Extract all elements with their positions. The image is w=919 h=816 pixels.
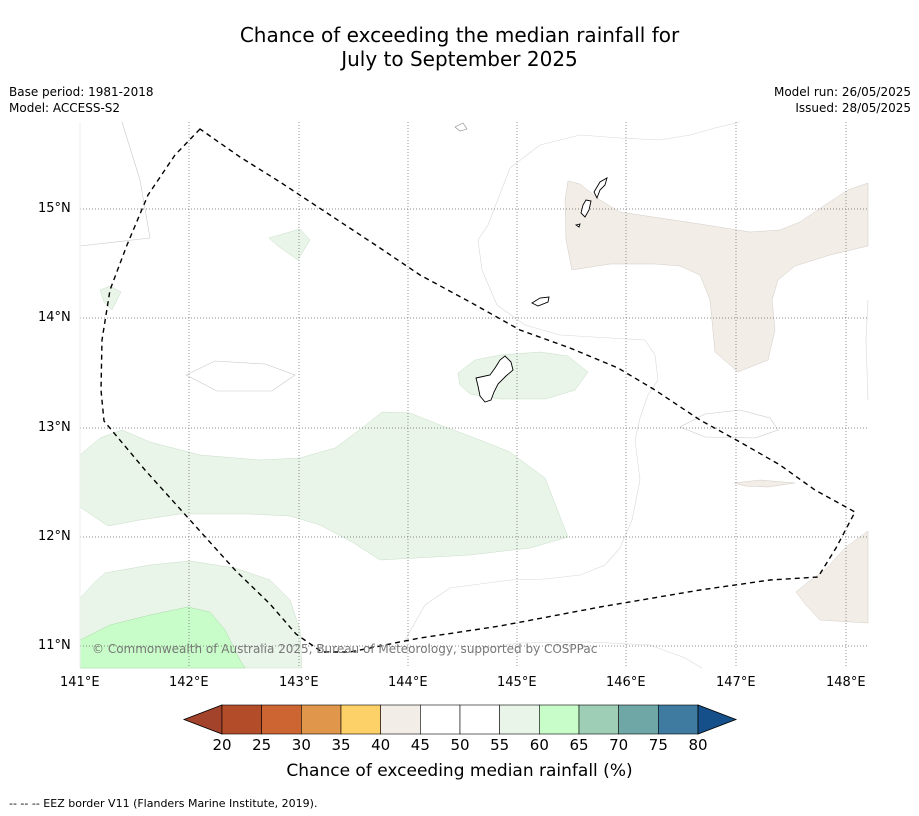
- copyright-text: © Commonwealth of Australia 2025, Bureau…: [92, 642, 597, 656]
- contour-outline-east: [679, 409, 779, 439]
- gridlines: [80, 122, 868, 668]
- guam-island: [475, 355, 514, 403]
- lon-label-145e: 145°E: [497, 675, 537, 690]
- colorbar-segment: [221, 704, 262, 735]
- colorbar-segment: [420, 704, 461, 735]
- colorbar-segment: [380, 704, 421, 735]
- contour-region-55-60-west-tiny: [99, 285, 122, 311]
- contour-outline-west: [185, 360, 296, 392]
- tinian-island: [580, 199, 592, 218]
- lon-label-142e: 142°E: [169, 675, 209, 690]
- aguijan-island: [574, 223, 581, 228]
- contour-outline-east-edge: [865, 299, 869, 401]
- colorbar-tick-label: 50: [450, 736, 470, 754]
- rota-island: [531, 296, 550, 307]
- metadata-left: Base period: 1981-2018 Model: ACCESS-S2: [9, 84, 154, 116]
- colorbar-segment: [539, 704, 580, 735]
- colorbar-segment: [340, 704, 381, 735]
- contour-outline-top-speck: [454, 122, 468, 132]
- colorbar-tick-label: 25: [252, 736, 272, 754]
- islands: [475, 177, 608, 403]
- colorbar-segment: [618, 704, 659, 735]
- colorbar-segment: [261, 704, 302, 735]
- colorbar-tick-label: 40: [371, 736, 391, 754]
- colorbar-segment: [658, 704, 699, 735]
- colorbar-tick-label: 80: [688, 736, 708, 754]
- colorbar-tick-label: 45: [410, 736, 430, 754]
- contour-region-60-65-south-west: [79, 606, 246, 669]
- colorbar-tick-label: 20: [212, 736, 232, 754]
- contour-region-55-60-central: [79, 411, 569, 561]
- map-title-line-2: July to September 2025: [341, 47, 578, 71]
- eez-border: [100, 128, 856, 653]
- colorbar-tick-label: 75: [648, 736, 668, 754]
- eez-legend-footnote: -- -- -- EEZ border V11 (Flanders Marine…: [9, 797, 318, 810]
- lon-label-148e: 148°E: [826, 675, 866, 690]
- contour-outline-south: [469, 641, 703, 669]
- lat-label-11n: 11°N: [38, 638, 71, 653]
- colorbar-tick-label: 30: [291, 736, 311, 754]
- contour-region-55-60-guam: [457, 351, 589, 400]
- issued-text: Issued: 28/05/2025: [795, 101, 911, 115]
- lon-label-146e: 146°E: [606, 675, 646, 690]
- lon-label-141e: 141°E: [60, 675, 100, 690]
- model-run-text: Model run: 26/05/2025: [773, 85, 911, 99]
- colorbar-tick-label: 35: [331, 736, 351, 754]
- map-title-line-1: Chance of exceeding the median rainfall …: [239, 23, 680, 47]
- lat-label-14n: 14°N: [38, 310, 71, 325]
- lat-label-15n: 15°N: [38, 201, 71, 216]
- metadata-right: Model run: 26/05/2025 Issued: 28/05/2025: [774, 84, 911, 116]
- lon-label-144e: 144°E: [388, 675, 428, 690]
- colorbar-tick-label: 65: [569, 736, 589, 754]
- colorbar-segment: [459, 704, 500, 735]
- saipan-island: [593, 177, 608, 200]
- lon-label-143e: 143°E: [279, 675, 319, 690]
- contour-region-40-45-small: [733, 479, 796, 488]
- colorbar-tick-label: 55: [490, 736, 510, 754]
- contour-region-40-45-north-east: [564, 180, 869, 373]
- contour-outline-central: [404, 121, 741, 641]
- colorbar-title: Chance of exceeding median rainfall (%): [286, 761, 633, 781]
- colorbar-extend-high: [697, 704, 738, 735]
- colorbar-tick-label: 70: [609, 736, 629, 754]
- model-text: Model: ACCESS-S2: [9, 101, 121, 115]
- lat-label-12n: 12°N: [38, 529, 71, 544]
- colorbar-tick-label: 60: [529, 736, 549, 754]
- contour-outline-north-west: [79, 121, 151, 247]
- contour-fills: [79, 121, 869, 669]
- colorbar-segment: [578, 704, 619, 735]
- contour-region-40-45-south-east: [795, 530, 869, 624]
- colorbar-extend-low: [182, 704, 223, 735]
- lat-label-13n: 13°N: [38, 420, 71, 435]
- lon-label-147e: 147°E: [716, 675, 756, 690]
- colorbar: [182, 704, 738, 735]
- contour-region-55-60-west-small: [268, 228, 311, 261]
- colorbar-segment: [301, 704, 342, 735]
- base-period-text: Base period: 1981-2018: [9, 85, 154, 99]
- colorbar-segment: [499, 704, 540, 735]
